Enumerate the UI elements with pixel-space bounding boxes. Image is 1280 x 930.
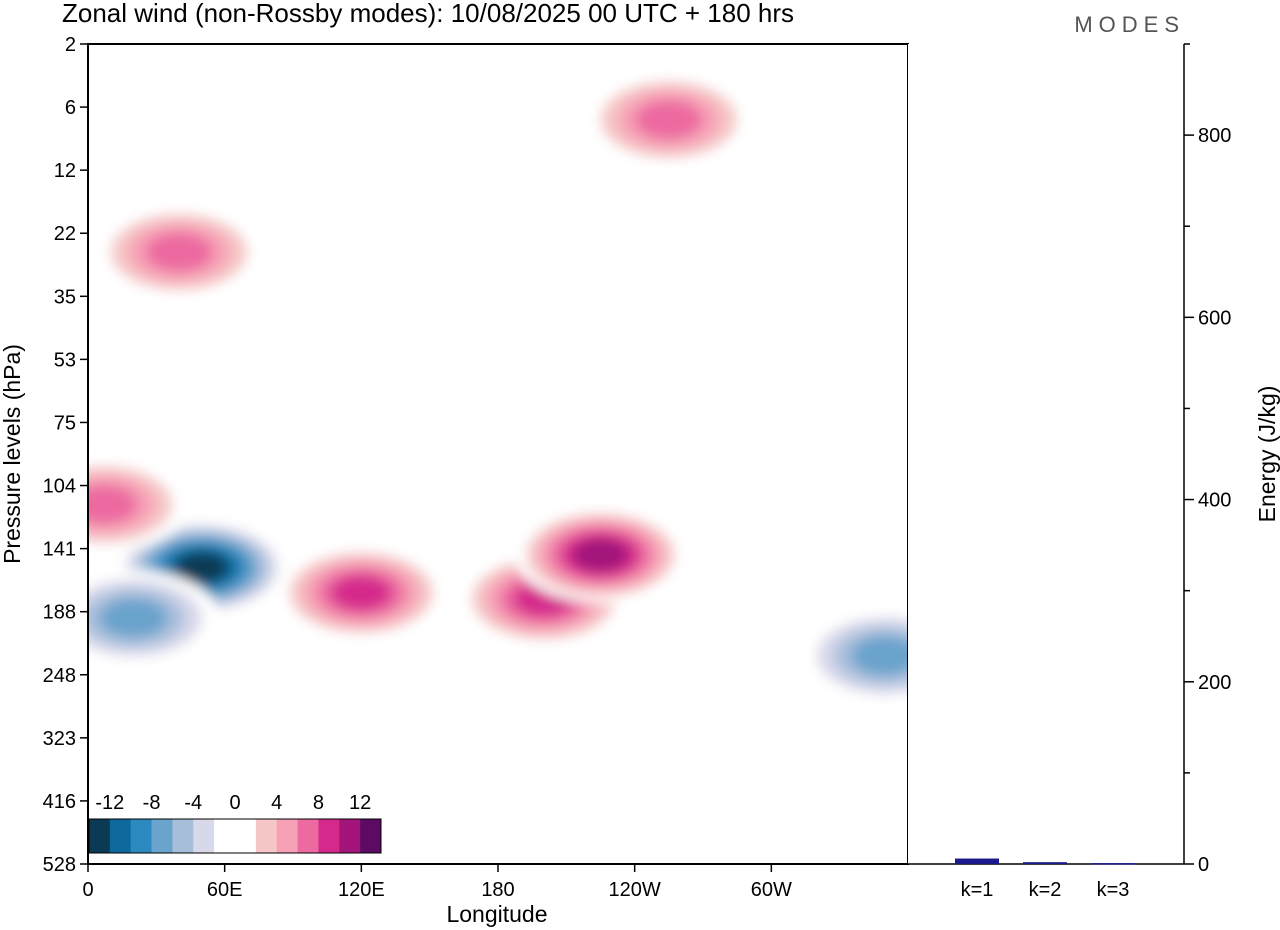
heatmap-contour [331,575,392,611]
y-tick-label: 2 [65,34,76,56]
heatmap-field [88,71,908,704]
chart-title: Zonal wind (non-Rossby modes): 10/08/202… [62,0,794,28]
energy-bar [1023,862,1067,864]
heatmap-contour [572,538,629,572]
heatmap-feature [88,456,190,553]
colorbar-label: 4 [271,792,282,814]
colorbar-label: -8 [143,792,161,814]
y-tick-label: 248 [43,665,76,687]
y-tick-label: 416 [43,791,76,813]
y-axis-ticks: 2 6 12 22 35 53 75 104 141 188 248 323 416 528 [43,34,88,876]
colorbar-swatch [151,819,173,853]
energy-tick-label: 600 [1198,307,1231,329]
colorbar-label: -12 [95,792,124,814]
colorbar-label: -4 [184,792,202,814]
energy-bar [1091,863,1135,865]
colorbar: -12 -8 -4 0 4 8 12 [88,792,382,854]
x-tick-label: 0 [82,879,93,901]
x-tick-label: 180 [481,879,514,901]
y-tick-label: 22 [54,223,76,245]
x-tick-label: 60W [751,879,792,901]
y-tick-label: 528 [43,854,76,876]
heatmap-plot-area [88,44,908,864]
energy-panel [908,44,1184,864]
heatmap-contour [88,484,138,524]
heatmap-feature [799,607,908,704]
y-tick-label: 12 [54,160,76,182]
x-tick-label: 120W [609,879,661,901]
colorbar-swatch [109,819,132,853]
brand-logo: MODES [1074,12,1185,37]
heatmap-contour [175,552,228,583]
energy-bars: k=1 k=2 k=3 [955,858,1135,901]
y-tick-label: 35 [54,286,76,308]
y-tick-label: 323 [43,728,76,750]
heatmap-contour [100,598,168,638]
colorbar-swatch [235,819,257,853]
y-tick-label: 6 [65,97,76,119]
heatmap-contour [851,636,908,676]
colorbar-frame [88,818,382,854]
heatmap-feature [514,506,687,603]
energy-tick-label: 200 [1198,672,1231,694]
heatmap-feature [88,570,220,666]
energy-axis-label: Energy (J/kg) [1254,386,1280,523]
energy-axis-ticks: 0 200 400 600 800 [1184,43,1231,876]
energy-bar-label: k=3 [1097,879,1130,901]
energy-bar-label: k=2 [1029,879,1062,901]
colorbar-swatch [214,819,236,853]
y-tick-label: 188 [43,602,76,624]
heatmap-feature [93,204,266,301]
energy-tick-label: 0 [1198,854,1209,876]
heatmap-contour [145,232,213,272]
energy-tick-label: 800 [1198,125,1231,147]
y-tick-label: 104 [43,476,76,498]
colorbar-swatch [297,819,319,853]
colorbar-label: 12 [349,792,371,814]
energy-tick-label: 400 [1198,490,1231,512]
heatmap-feature [582,71,755,168]
colorbar-swatch [276,819,298,853]
colorbar-swatch [89,819,111,853]
x-tick-label: 60E [207,879,243,901]
colorbar-swatch [130,819,152,853]
x-axis-ticks: 0 60E 120E 180 120W 60W [82,864,792,901]
energy-bar-label: k=1 [961,879,994,901]
heatmap-feature [275,544,448,641]
y-axis-label: Pressure levels (hPa) [0,344,25,564]
colorbar-swatch [172,819,194,853]
colorbar-swatch [255,819,278,853]
y-tick-label: 53 [54,349,76,371]
colorbar-swatch [339,819,361,853]
y-tick-label: 141 [43,539,76,561]
colorbar-swatch [360,819,382,853]
colorbar-label: 0 [229,792,240,814]
colorbar-swatch [318,819,340,853]
x-axis-label: Longitude [446,901,547,927]
x-tick-label: 120E [338,879,385,901]
heatmap-contour [635,100,703,140]
energy-bar [955,858,999,864]
colorbar-swatch [193,819,215,853]
colorbar-label: 8 [313,792,324,814]
y-tick-label: 75 [54,412,76,434]
